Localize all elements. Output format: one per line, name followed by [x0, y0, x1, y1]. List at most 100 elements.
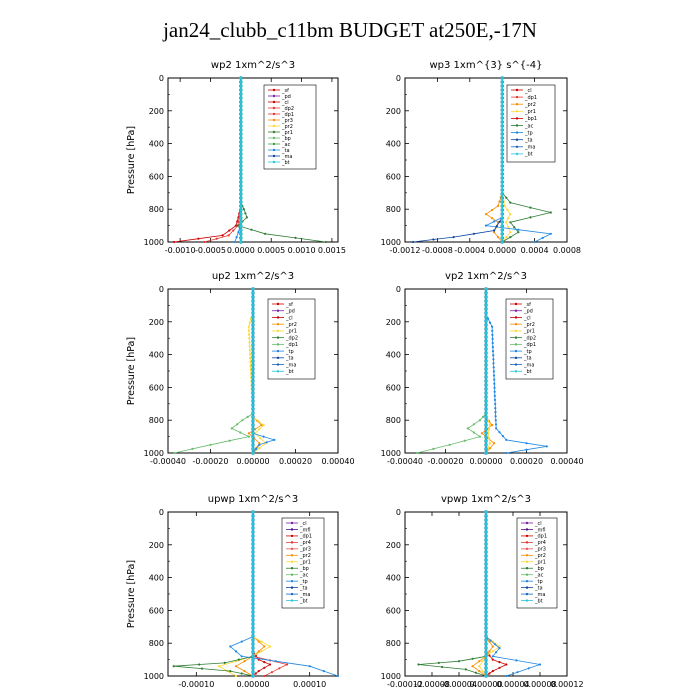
series-point: [498, 220, 501, 223]
series-point: [498, 661, 501, 664]
legend-entry: _ac: [299, 572, 309, 578]
legend-entry: _bt: [534, 598, 543, 604]
legend-entry: _dp1: [534, 534, 547, 540]
legend-entry: _bt: [299, 598, 308, 604]
series-point: [251, 339, 255, 343]
legend-entry: _cl: [299, 521, 307, 527]
series-point: [500, 224, 504, 228]
legend-entry: _pr2: [523, 322, 535, 328]
series-point: [251, 650, 255, 654]
series-point: [478, 660, 481, 663]
series-point: [251, 287, 255, 291]
series-point: [249, 364, 252, 367]
series-point: [488, 650, 491, 653]
legend-entry: _pr1: [281, 130, 293, 136]
legend-marker: [525, 547, 529, 551]
series-point: [248, 321, 251, 324]
panel-0: wp2 1xm^2/s^3 0 200 400 600 800 1000-0.0010 -0.…: [126, 60, 346, 255]
series-point: [484, 514, 488, 518]
series-point: [227, 234, 230, 237]
series-point: [481, 670, 484, 673]
series-point: [278, 667, 281, 670]
legend-entry: _ma: [523, 362, 534, 368]
y-tick-label: 800: [149, 639, 164, 648]
legend-entry: _pd: [285, 309, 295, 315]
series-point: [441, 665, 444, 669]
panel-1: wp3 1xm^{3} s^{-4}02004006008001000-0.00…: [381, 60, 581, 255]
series-point: [500, 84, 504, 88]
series-point: [517, 228, 520, 231]
series-point: [248, 353, 252, 356]
series-point: [484, 622, 488, 626]
series-point: [484, 618, 488, 622]
series-point: [489, 442, 492, 445]
series-point: [239, 180, 243, 184]
series-point: [251, 343, 255, 347]
series-point: [484, 371, 488, 375]
series-point: [500, 228, 504, 232]
series-point: [494, 402, 497, 406]
series-point: [472, 232, 475, 235]
series-point: [491, 424, 494, 427]
series-point: [239, 128, 243, 132]
series-point: [494, 423, 498, 426]
series-point: [251, 299, 255, 303]
panel-4: upwp 1xm^2/s^3 0 200 400 600 800 1000 -0.00010 0…: [126, 494, 340, 689]
series-point: [488, 654, 491, 657]
series-point: [500, 112, 504, 116]
x-tick-label: -0.0004: [454, 246, 485, 255]
y-tick-label: 0: [396, 508, 401, 517]
series-point: [481, 415, 485, 418]
series-point: [237, 220, 240, 223]
legend-entry: _cl: [534, 521, 542, 527]
series-point: [251, 375, 255, 379]
series-point: [491, 655, 494, 658]
series-point: [223, 661, 226, 665]
y-tick-label: 400: [149, 351, 164, 360]
series-point: [239, 431, 242, 434]
series-point: [251, 295, 255, 299]
series-point: [484, 303, 488, 307]
y-axis-label: Pressure [hPa]: [126, 337, 137, 405]
y-tick-label: 0: [396, 74, 401, 83]
y-tick-label: 800: [386, 205, 401, 214]
legend-marker: [514, 329, 518, 333]
legend-entry: _pr1: [524, 109, 536, 115]
series-point: [484, 626, 488, 630]
series-point: [200, 667, 204, 670]
series-point: [491, 341, 494, 345]
series-point: [251, 319, 255, 323]
series-point: [239, 228, 243, 232]
series-line-dp1: [417, 413, 487, 454]
series-point: [488, 321, 492, 324]
legend-marker: [272, 112, 276, 116]
series-point: [251, 562, 255, 566]
series-point: [251, 534, 255, 538]
series-point: [484, 614, 488, 618]
series-point: [484, 224, 488, 227]
x-tick-label: 0.0008: [553, 246, 581, 255]
series-point: [484, 578, 488, 582]
series-point: [492, 358, 495, 361]
series-point: [492, 354, 495, 357]
legend-marker: [276, 322, 280, 326]
legend-marker: [276, 336, 280, 339]
legend-marker: [514, 302, 518, 306]
series-point: [417, 663, 420, 666]
series-point: [484, 542, 488, 546]
x-tick-label: 0.0004: [521, 246, 549, 255]
series-point: [248, 333, 251, 336]
legend-entry: _tp: [534, 579, 543, 585]
legend-marker: [515, 152, 519, 156]
series-point: [268, 663, 272, 666]
series-point: [239, 240, 243, 244]
series-point: [500, 184, 504, 188]
series-point: [525, 448, 528, 451]
series-point: [492, 362, 495, 365]
legend-marker: [525, 573, 529, 576]
series-point: [484, 570, 488, 574]
series-point: [247, 325, 250, 328]
x-tick-label: 0.00004: [496, 680, 529, 689]
legend-entry: _bp: [299, 566, 309, 572]
series-point: [251, 514, 255, 518]
